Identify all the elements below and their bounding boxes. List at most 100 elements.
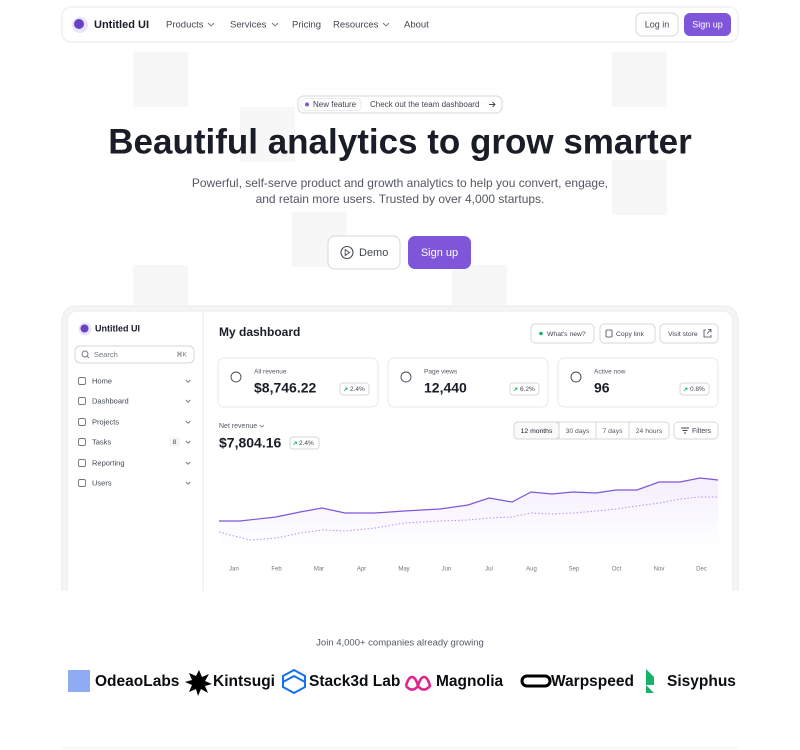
signup-label[interactable]: Sign up [692,19,723,29]
sidebar-item[interactable]: Tasks [92,437,111,446]
range-tab[interactable]: 24 hours [636,428,663,435]
stat-change: 0.8% [690,386,705,393]
search-icon [81,350,89,358]
stat-badge [679,382,710,396]
action-label[interactable]: Visit store [668,331,698,338]
action-button[interactable] [659,323,719,344]
hero-title: Beautiful analytics to grow smarter [108,122,692,161]
nav-item[interactable]: Pricing [292,20,321,31]
nav-icon [78,397,86,405]
stat-card [387,357,549,408]
chevron [185,461,191,465]
play-icon[interactable] [340,245,354,260]
range-tabs: 12 months 30 days 7 days 24 hours [513,421,670,440]
chart-months: Jan Feb Mar Apr May Jun Jul Aug Sep Oct Nov Dec [229,567,707,573]
month-label: Mar [314,567,324,573]
sidebar-item[interactable]: Users [92,478,112,487]
nav-icon [78,479,86,487]
copy-icon [605,329,613,338]
range-tab[interactable]: 7 days [602,428,623,435]
play-triangle[interactable] [344,248,351,257]
search-box[interactable] [74,345,195,364]
nav-icon [78,377,86,385]
bg-square [612,160,667,215]
logo-icon [646,669,654,693]
range-tab[interactable]: 30 days [566,428,590,435]
trend-icon [293,441,297,446]
stat-value: $8,746.22 [254,380,316,396]
search-placeholder[interactable]: Search [94,350,118,359]
month-label: Oct [612,567,622,573]
logo-icon [282,668,306,695]
tasks-count: 8 [173,439,177,446]
demo-button[interactable] [327,235,401,270]
net-revenue-value: $7,804.16 [219,435,281,451]
chart-line-previous [218,496,718,541]
month-label: Jan [229,567,239,573]
demo-label[interactable]: Demo [359,247,388,259]
action-label[interactable]: Copy link [616,331,645,338]
login-button[interactable] [635,12,679,37]
chevron [185,440,191,444]
nav-item[interactable]: Resources [333,20,379,31]
nav-item[interactable]: Products [166,20,204,31]
stat-badge [509,382,540,396]
filters-button[interactable] [673,421,719,440]
hero-subtitle: and retain more users. Trusted by over 4… [256,192,545,206]
filters-icon[interactable] [681,427,689,434]
bg-square [133,52,188,107]
month-label: Nov [654,567,665,573]
action-button[interactable] [530,323,595,344]
month-label: Apr [357,567,366,573]
chevron [185,399,191,403]
stat-label: Active now [594,369,626,376]
nav-icon [78,459,86,467]
logo-mark-inner [74,19,84,29]
stat-change: 2.4% [350,386,365,393]
company-logo: Stack3d Lab [309,673,400,690]
sidebar-item[interactable]: Home [92,376,112,385]
hero-subtitle: Powerful, self-serve product and growth … [192,176,608,190]
sidebar-item[interactable]: Dashboard [92,396,129,405]
trend-icon [683,387,688,392]
hero-signup-label[interactable]: Sign up [421,247,458,259]
tasks-badge [169,437,180,447]
stat-icon [230,371,242,383]
stat-value: 96 [594,380,610,396]
navbar [61,6,739,43]
month-label: Dec [696,567,707,573]
sidebar-item[interactable]: Projects [92,417,119,426]
stat-label: All revenue [254,369,287,376]
company-logo: Warpspeed [551,673,634,690]
nav-item[interactable]: About [404,20,429,31]
stat-cards: All revenue $8,746.22 2.4% Page views 12,440… [217,357,719,408]
brand[interactable]: Untitled UI [94,19,149,31]
signup-button[interactable] [684,13,731,36]
action-label[interactable]: What's new? [547,331,586,338]
filters-label[interactable]: Filters [692,428,712,435]
login-label[interactable]: Log in [645,19,670,29]
search-shortcut: ⌘K [176,352,188,359]
action-button[interactable] [599,323,656,344]
badge-tag-label: New feature [313,100,357,109]
month-label: Sep [569,567,580,573]
bg-square [240,107,295,162]
logo-icon [520,674,552,688]
company-logo: Kintsugi [213,673,275,690]
stat-card [217,357,379,408]
sidebar-item[interactable]: Reporting [92,458,125,467]
hero-signup-button[interactable] [408,236,471,269]
range-tab[interactable]: 12 months [521,428,553,435]
company-logo: Magnolia [436,673,504,690]
net-revenue-badge [289,436,320,450]
nav-menu: Products Services Pricing Resources About [166,20,429,31]
bg-square [452,265,507,305]
chevron [382,22,390,27]
nav-item[interactable]: Services [230,20,267,31]
month-label: Jun [442,567,452,573]
chevron [207,22,215,27]
dashboard-title: My dashboard [219,325,300,339]
month-label: May [398,567,409,573]
nav-icon [78,418,86,426]
